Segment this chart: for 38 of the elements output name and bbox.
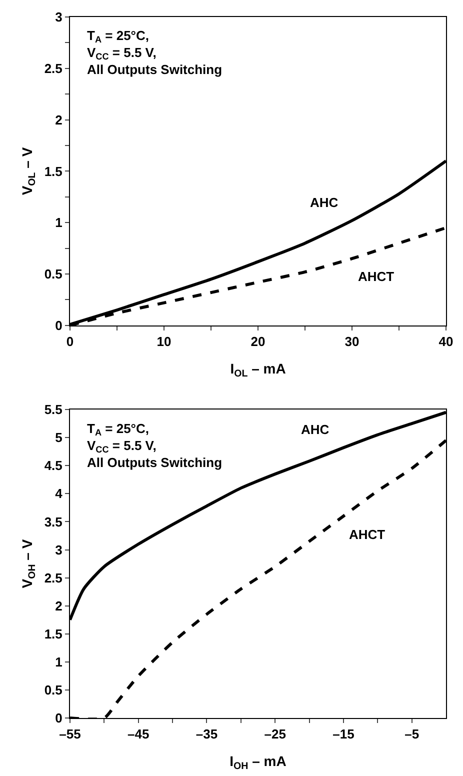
annotation: T$_{A}$ = 25°C, V$_{CC}$ = 5.5 V, All Outputs Switching	[87, 28, 222, 77]
y-tick-label: 3	[55, 542, 62, 558]
y-tick-label: 1.5	[44, 626, 62, 642]
x-tick-label: 10	[156, 334, 172, 350]
y-tick-label: 3.5	[44, 514, 62, 530]
x-tick-label: –45	[128, 726, 150, 742]
x-axis-title: I$_{OH}$ – mA	[230, 752, 286, 772]
x-tick-label: –5	[404, 726, 420, 742]
x-tick-label: –15	[332, 726, 354, 742]
y-tick-label: 4.5	[44, 458, 62, 474]
y-tick-label: 1	[55, 215, 62, 230]
x-axis-title: I$_{OL}$ – mA	[230, 360, 286, 380]
x-tick-label: –35	[196, 726, 218, 742]
y-tick-label: 0.5	[44, 266, 62, 282]
y-tick-label: 0	[55, 318, 62, 333]
x-tick-label: 20	[250, 334, 266, 350]
y-tick-label: 2.5	[44, 60, 62, 76]
x-tick-label: 0	[66, 334, 74, 350]
annotation: T$_{A}$ = 25°C, V$_{CC}$ = 5.5 V, All Outputs Switching	[87, 421, 222, 470]
series-label: AHC	[310, 195, 339, 210]
y-tick-label: 2	[55, 598, 62, 614]
y-tick-label: 0.5	[44, 682, 62, 698]
y-tick-label: 5	[55, 430, 62, 446]
y-tick-label: 3	[55, 10, 62, 25]
x-tick-label: –55	[59, 726, 81, 742]
y-tick-label: 5.5	[44, 402, 62, 418]
x-tick-label: –25	[264, 726, 286, 742]
x-tick-label: 30	[344, 334, 360, 350]
y-tick-label: 4	[55, 486, 64, 502]
y-tick-label: 1.5	[44, 164, 62, 179]
series-label: AHCT	[358, 269, 394, 284]
y-tick-label: 1	[55, 654, 62, 670]
x-tick-label: 40	[438, 334, 454, 350]
y-tick-label: 0	[55, 710, 62, 726]
series-label: AHCT	[349, 527, 386, 542]
y-tick-label: 2.5	[44, 570, 62, 586]
series-label: AHC	[301, 422, 330, 437]
y-tick-label: 2	[55, 112, 62, 128]
